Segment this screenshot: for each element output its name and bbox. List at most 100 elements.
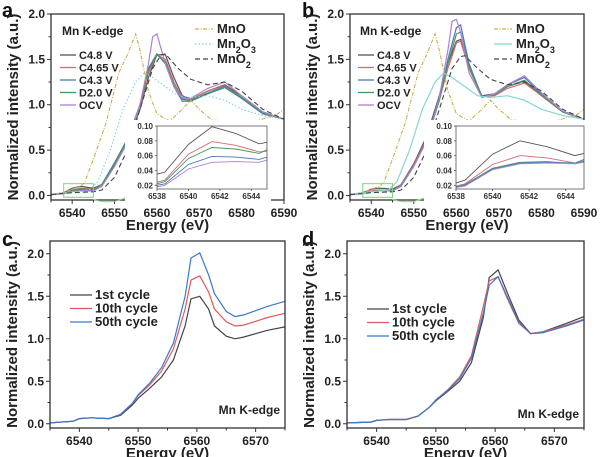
inset-y-tick-label: 0.06 <box>436 152 452 161</box>
inset-frame <box>156 125 268 190</box>
series-line-mno2 <box>51 53 284 196</box>
y-tick-label: 1.5 <box>27 289 44 303</box>
y-tick-label: 2.0 <box>324 247 341 261</box>
legend-label: 10th cycle <box>95 301 158 316</box>
plot-frame <box>49 240 286 429</box>
y-tick-label: 0.5 <box>28 143 45 157</box>
y-tick-label: 1.5 <box>28 52 45 66</box>
inset-series-line-c4-65-v <box>156 141 268 183</box>
legend-label: C4.65 V <box>377 63 417 75</box>
reference-legend-label: Mn2O3 <box>217 36 256 55</box>
y-tick-label: 1.0 <box>28 98 45 112</box>
inset-x-tick-label: 6538 <box>148 192 166 201</box>
edge-annotation: Mn K-edge <box>219 403 281 417</box>
y-axis-label: Normalized intensity (a.u.) <box>304 14 321 201</box>
legend-label: C4.8 V <box>377 50 411 62</box>
series-line-c4-3-v <box>51 52 284 196</box>
series-line-c4-8-v <box>350 38 584 196</box>
x-tick-label: 6550 <box>400 206 427 220</box>
series-group <box>50 252 285 424</box>
inset-series-line-c4-8-v <box>156 126 268 175</box>
x-tick-label: 6570 <box>186 206 213 220</box>
y-tick-label: 1.5 <box>324 289 341 303</box>
y-tick-label: 0.5 <box>27 374 44 388</box>
legend-label: 50th cycle <box>392 328 455 343</box>
zoom-region-box <box>63 183 94 198</box>
series-line-c4-8-v <box>51 54 284 196</box>
legend-label: OCV <box>79 100 104 112</box>
x-tick-label: 6540 <box>363 434 390 448</box>
inset-x-tick-label: 6544 <box>242 192 260 201</box>
x-axis-label: Energy (eV) <box>126 445 209 457</box>
inset-y-tick-label: 0.08 <box>137 137 153 146</box>
series-line-mn2o3 <box>350 72 584 196</box>
series-line-10th-cycle <box>347 275 584 424</box>
x-tick-label: 6570 <box>486 206 513 220</box>
reference-legend-label: Mn2O3 <box>516 36 555 55</box>
inset-plot: 6538 6540 6542 6544 0.02 0.04 0.06 0.08 0.10 <box>424 120 588 205</box>
inset-x-tick-label: 6542 <box>520 192 538 201</box>
x-axis-label: Energy (eV) <box>425 217 508 234</box>
legend-label: D2.0 V <box>377 88 411 100</box>
reference-legend-label: MnO <box>217 21 246 36</box>
y-tick-label: 0.0 <box>28 188 45 202</box>
legend-label: 1st cycle <box>392 301 447 316</box>
x-tick-label: 6540 <box>358 206 385 220</box>
x-tick-label: 6560 <box>184 434 211 448</box>
panel-letter-d: d <box>302 229 314 251</box>
panel-d: d 6540 6550 6560 6570 0.0 0.5 1.0 1.5 2.0 Energy … <box>301 229 585 457</box>
series-line-50th-cycle <box>50 252 285 424</box>
series-line-50th-cycle <box>347 275 584 424</box>
inset-x-tick-label: 6540 <box>180 192 198 201</box>
edge-annotation: Mn K-edge <box>360 24 422 38</box>
y-tick-label: 0.0 <box>27 417 44 431</box>
series-line-mno2 <box>350 55 584 196</box>
series-line-1st-cycle <box>347 268 584 424</box>
inset-series-line-d2-0-v <box>156 147 268 185</box>
y-axis-label: Normalized intensity (a.u.) <box>301 241 318 428</box>
y-tick-label: 0.0 <box>324 417 341 431</box>
x-tick-label: 6570 <box>242 434 269 448</box>
x-tick-label: 6580 <box>228 206 255 220</box>
inset-y-tick-label: 0.02 <box>436 181 452 190</box>
legend-label: 1st cycle <box>95 287 150 302</box>
inset-y-tick-label: 0.06 <box>137 152 153 161</box>
x-tick-label: 6540 <box>59 206 86 220</box>
x-tick-label: 6550 <box>101 206 128 220</box>
inset-series-line-c4-8-v <box>455 140 585 184</box>
inset-x-tick-label: 6544 <box>557 192 575 201</box>
reference-legend-label: MnO2 <box>217 51 251 70</box>
inset-series-line-c4-3-v <box>156 155 268 186</box>
series-line-c4-65-v <box>51 53 284 196</box>
y-tick-label: 1.0 <box>327 98 344 112</box>
edge-annotation: Mn K-edge <box>62 24 124 38</box>
x-tick-label: 6580 <box>528 206 555 220</box>
plot-frame <box>346 240 585 429</box>
y-axis-label: Normalized intensity (a.u.) <box>4 241 21 428</box>
legend-label: C4.8 V <box>79 50 113 62</box>
y-axis-label: Normalized intensity (a.u.) <box>5 14 22 201</box>
y-tick-label: 1.5 <box>327 52 344 66</box>
inset-y-tick-label: 0.04 <box>137 166 153 175</box>
y-tick-label: 1.0 <box>27 332 44 346</box>
inset-plot: 6538 6540 6542 6544 0.02 0.04 0.06 0.08 0.10 <box>125 120 271 205</box>
inset-x-tick-label: 6538 <box>447 192 465 201</box>
legend-label: D2.0 V <box>79 88 113 100</box>
panel-letter-b: b <box>302 0 314 22</box>
y-tick-label: 0.5 <box>327 143 344 157</box>
y-tick-label: 2.0 <box>27 247 44 261</box>
legend-label: OCV <box>377 100 402 112</box>
y-tick-label: 0.0 <box>327 188 344 202</box>
x-tick-label: 6550 <box>423 434 450 448</box>
legend-label: 10th cycle <box>392 315 455 330</box>
legend-label: C4.3 V <box>79 75 113 87</box>
panel-a: a 6540 6550 6560 6570 6580 6590 0.0 0.5 1.0 1.5 2.… <box>2 0 298 234</box>
x-tick-label: 6560 <box>482 434 509 448</box>
inset-series-line-ocv <box>455 161 585 188</box>
x-tick-label: 6560 <box>443 206 470 220</box>
